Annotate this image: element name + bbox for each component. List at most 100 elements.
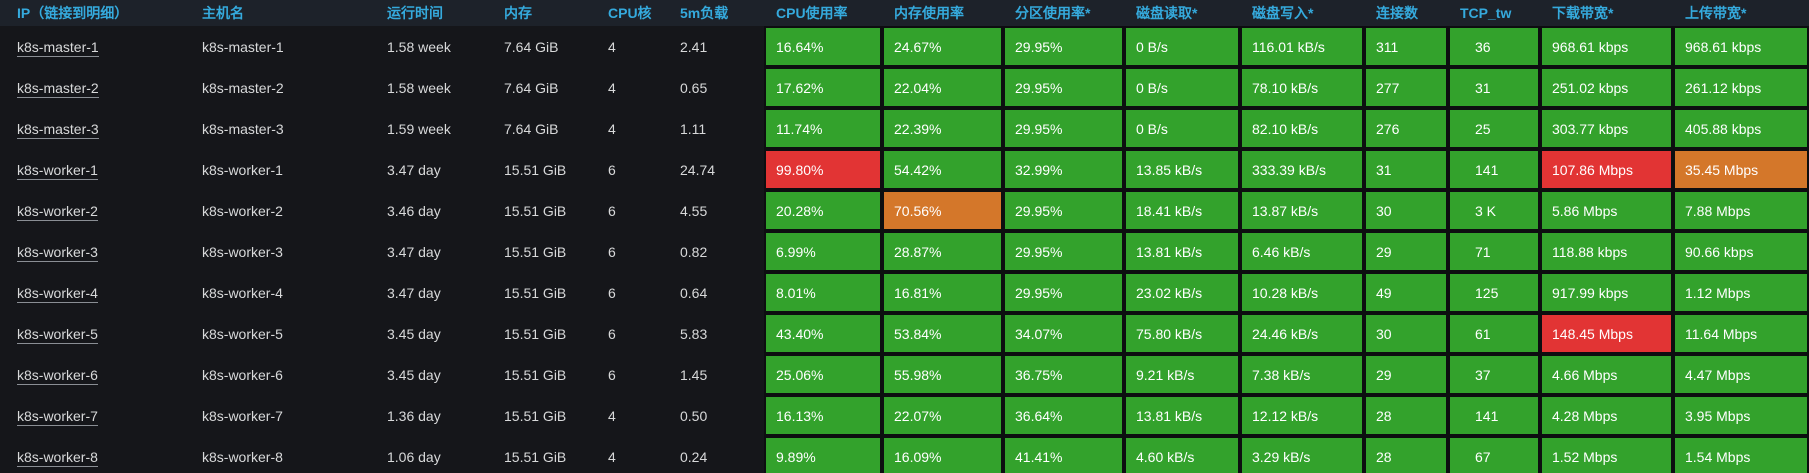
cell-upload_bw: 11.64 Mbps bbox=[1673, 313, 1809, 354]
cell-disk_read: 4.60 kB/s bbox=[1124, 436, 1240, 473]
cell-disk_read: 23.02 kB/s bbox=[1124, 272, 1240, 313]
ip-link[interactable]: k8s-worker-6 bbox=[17, 366, 98, 385]
cell-connections: 29 bbox=[1364, 354, 1448, 395]
cell-partition_usage: 34.07% bbox=[1003, 313, 1124, 354]
column-header-mem-usage[interactable]: 内存使用率 bbox=[882, 0, 1003, 26]
cell-upload_bw: 968.61 kbps bbox=[1673, 26, 1809, 67]
cell-disk_write: 3.29 kB/s bbox=[1240, 436, 1364, 473]
column-header-hostname[interactable]: 主机名 bbox=[190, 0, 375, 26]
cell-disk_write: 12.12 kB/s bbox=[1240, 395, 1364, 436]
cell-load_5m: 1.11 bbox=[680, 120, 707, 137]
ip-link[interactable]: k8s-master-2 bbox=[17, 79, 99, 98]
cell-mem_usage: 53.84% bbox=[882, 313, 1003, 354]
cell-connections: 30 bbox=[1364, 313, 1448, 354]
cell-load_5m: 0.82 bbox=[680, 243, 708, 260]
ip-link[interactable]: k8s-worker-2 bbox=[17, 202, 98, 221]
ip-link[interactable]: k8s-worker-3 bbox=[17, 243, 98, 262]
cell-hostname: k8s-worker-6 bbox=[202, 366, 283, 383]
cell-ip: k8s-master-3 bbox=[0, 108, 190, 149]
column-header-disk-read[interactable]: 磁盘读取* bbox=[1124, 0, 1240, 26]
cell-memory: 7.64 GiB bbox=[504, 120, 559, 137]
cell-disk_write: 24.46 kB/s bbox=[1240, 313, 1364, 354]
cell-upload_bw: 261.12 kbps bbox=[1673, 67, 1809, 108]
cell-load_5m: 4.55 bbox=[680, 202, 708, 219]
cell-upload_bw: 405.88 kbps bbox=[1673, 108, 1809, 149]
cell-cpu_usage: 17.62% bbox=[764, 67, 882, 108]
ip-link[interactable]: k8s-master-1 bbox=[17, 38, 99, 57]
ip-link[interactable]: k8s-worker-7 bbox=[17, 407, 98, 426]
cell-disk_write: 13.87 kB/s bbox=[1240, 190, 1364, 231]
column-header-upload-bw[interactable]: 上传带宽* bbox=[1673, 0, 1809, 26]
cell-partition_usage: 29.95% bbox=[1003, 67, 1124, 108]
cell-tcp_tw: 125 bbox=[1448, 272, 1540, 313]
cell-disk_read: 13.81 kB/s bbox=[1124, 231, 1240, 272]
cell-disk_write: 82.10 kB/s bbox=[1240, 108, 1364, 149]
cell-cpu_cores: 4 bbox=[608, 407, 616, 424]
table-row: k8s-worker-2 k8s-worker-2 3.46 day 15.51 Gi… bbox=[0, 190, 1809, 231]
cell-mem_usage: 22.07% bbox=[882, 395, 1003, 436]
cell-ip: k8s-master-1 bbox=[0, 26, 190, 67]
cell-disk_write: 78.10 kB/s bbox=[1240, 67, 1364, 108]
cell-cpu_cores: 6 bbox=[608, 161, 616, 178]
cell-download_bw: 148.45 Mbps bbox=[1540, 313, 1673, 354]
column-header-ip[interactable]: IP（链接到明细） bbox=[0, 0, 190, 26]
column-header-disk-write[interactable]: 磁盘写入* bbox=[1240, 0, 1364, 26]
cell-ip: k8s-worker-2 bbox=[0, 190, 190, 231]
cell-cpu_cores: 4 bbox=[608, 38, 616, 55]
cell-cpu_cores: 4 bbox=[608, 79, 616, 96]
cell-upload_bw: 1.12 Mbps bbox=[1673, 272, 1809, 313]
cell-hostname: k8s-worker-3 bbox=[202, 243, 283, 260]
cell-memory: 15.51 GiB bbox=[504, 325, 567, 342]
cell-download_bw: 107.86 Mbps bbox=[1540, 149, 1673, 190]
ip-link[interactable]: k8s-master-3 bbox=[17, 120, 99, 139]
column-header-tcp-tw[interactable]: TCP_tw bbox=[1448, 0, 1540, 26]
cell-disk_write: 116.01 kB/s bbox=[1240, 26, 1364, 67]
cell-uptime: 3.47 day bbox=[387, 243, 441, 260]
table-row: k8s-master-2 k8s-master-2 1.58 week 7.64 Gi… bbox=[0, 67, 1809, 108]
cell-memory: 15.51 GiB bbox=[504, 407, 567, 424]
column-header-memory[interactable]: 内存 bbox=[492, 0, 596, 26]
cell-disk_write: 10.28 kB/s bbox=[1240, 272, 1364, 313]
table-row: k8s-worker-7 k8s-worker-7 1.36 day 15.51 Gi… bbox=[0, 395, 1809, 436]
column-header-partition-usage[interactable]: 分区使用率* bbox=[1003, 0, 1124, 26]
cell-hostname: k8s-master-2 bbox=[202, 79, 284, 96]
cell-connections: 276 bbox=[1364, 108, 1448, 149]
ip-link[interactable]: k8s-worker-8 bbox=[17, 448, 98, 467]
ip-link[interactable]: k8s-worker-4 bbox=[17, 284, 98, 303]
column-header-connections[interactable]: 连接数 bbox=[1364, 0, 1448, 26]
cell-tcp_tw: 67 bbox=[1448, 436, 1540, 473]
table-header-row: IP（链接到明细） 主机名 运行时间 内存 CPU核 5m负载 CPU使用率 内… bbox=[0, 0, 1809, 26]
cell-hostname: k8s-worker-4 bbox=[202, 284, 283, 301]
cell-memory: 7.64 GiB bbox=[504, 38, 559, 55]
cell-cpu_cores: 4 bbox=[608, 448, 616, 465]
table-row: k8s-master-3 k8s-master-3 1.59 week 7.64 Gi… bbox=[0, 108, 1809, 149]
cell-disk_write: 7.38 kB/s bbox=[1240, 354, 1364, 395]
cell-memory: 15.51 GiB bbox=[504, 161, 567, 178]
cell-partition_usage: 29.95% bbox=[1003, 231, 1124, 272]
column-header-cpu-usage[interactable]: CPU使用率 bbox=[764, 0, 882, 26]
cell-memory: 15.51 GiB bbox=[504, 448, 567, 465]
cell-cpu_cores: 6 bbox=[608, 202, 616, 219]
cell-mem_usage: 28.87% bbox=[882, 231, 1003, 272]
cell-uptime: 1.06 day bbox=[387, 448, 441, 465]
cell-hostname: k8s-worker-8 bbox=[202, 448, 283, 465]
cell-disk_read: 9.21 kB/s bbox=[1124, 354, 1240, 395]
cell-upload_bw: 7.88 Mbps bbox=[1673, 190, 1809, 231]
cell-disk_read: 75.80 kB/s bbox=[1124, 313, 1240, 354]
ip-link[interactable]: k8s-worker-5 bbox=[17, 325, 98, 344]
cell-disk_read: 0 B/s bbox=[1124, 26, 1240, 67]
cell-connections: 29 bbox=[1364, 231, 1448, 272]
column-header-uptime[interactable]: 运行时间 bbox=[375, 0, 492, 26]
ip-link[interactable]: k8s-worker-1 bbox=[17, 161, 98, 180]
cell-cpu_usage: 11.74% bbox=[764, 108, 882, 149]
cell-hostname: k8s-master-3 bbox=[202, 120, 284, 137]
cell-partition_usage: 29.95% bbox=[1003, 108, 1124, 149]
column-header-download-bw[interactable]: 下载带宽* bbox=[1540, 0, 1673, 26]
column-header-cpu-cores[interactable]: CPU核 bbox=[596, 0, 668, 26]
cell-disk_read: 13.85 kB/s bbox=[1124, 149, 1240, 190]
cell-load_5m: 0.65 bbox=[680, 79, 708, 96]
column-header-load-5m[interactable]: 5m负载 bbox=[668, 0, 764, 26]
cell-download_bw: 5.86 Mbps bbox=[1540, 190, 1673, 231]
cell-tcp_tw: 3 K bbox=[1448, 190, 1540, 231]
